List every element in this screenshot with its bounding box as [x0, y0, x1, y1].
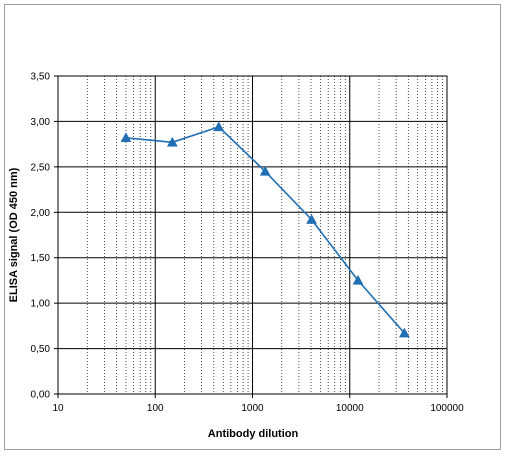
y-tick-label: 0,50	[31, 344, 51, 355]
y-tick-label: 0,00	[31, 390, 51, 401]
y-tick-label: 2,00	[31, 208, 51, 219]
y-tick-label: 1,00	[31, 299, 51, 310]
y-tick-label: 1,50	[31, 253, 51, 264]
x-tick-label: 1000	[241, 403, 264, 414]
series	[120, 121, 410, 338]
grid	[57, 75, 448, 395]
x-axis-title: Antibody dilution	[208, 428, 299, 440]
axes	[54, 75, 448, 398]
x-tick-label: 100	[147, 403, 164, 414]
chart-frame	[4, 4, 501, 450]
data-point-marker	[166, 136, 178, 147]
data-point-marker	[306, 214, 317, 224]
y-axis-title: ELISA signal (OD 450 nm)	[8, 167, 20, 302]
data-point-marker	[398, 327, 410, 338]
y-tick-label: 3,50	[31, 72, 51, 83]
data-point-marker	[213, 121, 225, 132]
x-tick-label: 10000	[336, 403, 364, 414]
x-tick-label: 10	[52, 403, 64, 414]
data-point-marker	[259, 165, 271, 176]
data-point-marker	[352, 274, 364, 285]
x-tick-label: 100000	[430, 403, 464, 414]
tick-labels: 0,00 0,50 1,00 1,50 2,00 2,50 3,00 3,50 10 100 100…	[31, 72, 465, 415]
data-point-marker	[120, 132, 132, 143]
y-tick-label: 3,00	[31, 117, 51, 128]
y-tick-label: 2,50	[31, 162, 51, 173]
